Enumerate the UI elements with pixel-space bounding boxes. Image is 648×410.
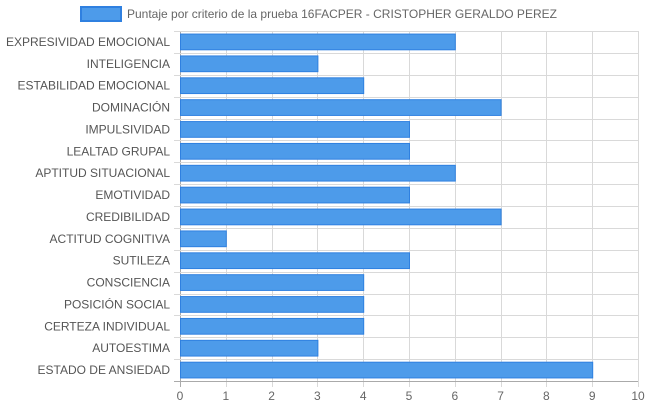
x-tick-label: 7 <box>497 389 504 403</box>
bar[interactable] <box>180 361 594 379</box>
bar[interactable] <box>180 230 227 248</box>
category-label: ESTADO DE ANSIEDAD <box>38 363 171 377</box>
bar[interactable] <box>180 317 365 335</box>
category-label: INTELIGENCIA <box>87 57 170 71</box>
category-label: CERTEZA INDIVIDUAL <box>44 319 170 333</box>
bar[interactable] <box>180 55 319 73</box>
bar[interactable] <box>180 142 410 160</box>
x-tick-label: 6 <box>451 389 458 403</box>
bar[interactable] <box>180 77 365 95</box>
x-tick-label: 0 <box>177 389 184 403</box>
category-labels: EXPRESIVIDAD EMOCIONAL INTELIGENCIA ESTABI… <box>6 35 170 377</box>
x-axis-ticks: 0 1 2 3 4 5 6 7 8 9 10 <box>177 389 645 403</box>
bar[interactable] <box>180 164 456 182</box>
x-tick-label: 10 <box>631 389 645 403</box>
bar[interactable] <box>180 99 502 116</box>
category-label: APTITUD SITUACIONAL <box>35 166 170 180</box>
category-label: ACTITUD COGNITIVA <box>50 232 170 246</box>
x-tick-label: 8 <box>543 389 550 403</box>
legend-swatch <box>80 6 122 22</box>
category-label: CREDIBILIDAD <box>86 210 170 224</box>
x-tick-label: 3 <box>314 389 321 403</box>
legend[interactable]: Puntaje por criterio de la prueba 16FACP… <box>80 6 557 22</box>
bar[interactable] <box>180 186 410 204</box>
x-tick-label: 9 <box>589 389 596 403</box>
x-tick-label: 4 <box>360 389 367 403</box>
bar[interactable] <box>180 208 502 226</box>
category-label: IMPULSIVIDAD <box>85 122 170 136</box>
category-label: LEALTAD GRUPAL <box>67 144 171 158</box>
category-label: POSICIÓN SOCIAL <box>64 296 170 311</box>
bar[interactable] <box>180 33 456 51</box>
bar[interactable] <box>180 252 410 270</box>
bars <box>180 33 594 379</box>
bar[interactable] <box>180 121 410 138</box>
grid <box>174 31 639 387</box>
x-tick-label: 2 <box>268 389 275 403</box>
x-tick-label: 1 <box>222 389 229 403</box>
category-label: EMOTIVIDAD <box>95 188 170 202</box>
category-label: EXPRESIVIDAD EMOCIONAL <box>6 35 170 49</box>
bar[interactable] <box>180 339 319 357</box>
category-label: CONSCIENCIA <box>87 276 170 290</box>
category-label: DOMINACIÓN <box>92 100 170 115</box>
category-label: ESTABILIDAD EMOCIONAL <box>18 79 171 93</box>
bar[interactable] <box>180 296 365 313</box>
legend-label: Puntaje por criterio de la prueba 16FACP… <box>127 7 557 21</box>
x-tick-label: 5 <box>406 389 413 403</box>
bar[interactable] <box>180 274 365 291</box>
category-label: AUTOESTIMA <box>92 341 170 355</box>
category-label: SUTILEZA <box>113 254 170 268</box>
